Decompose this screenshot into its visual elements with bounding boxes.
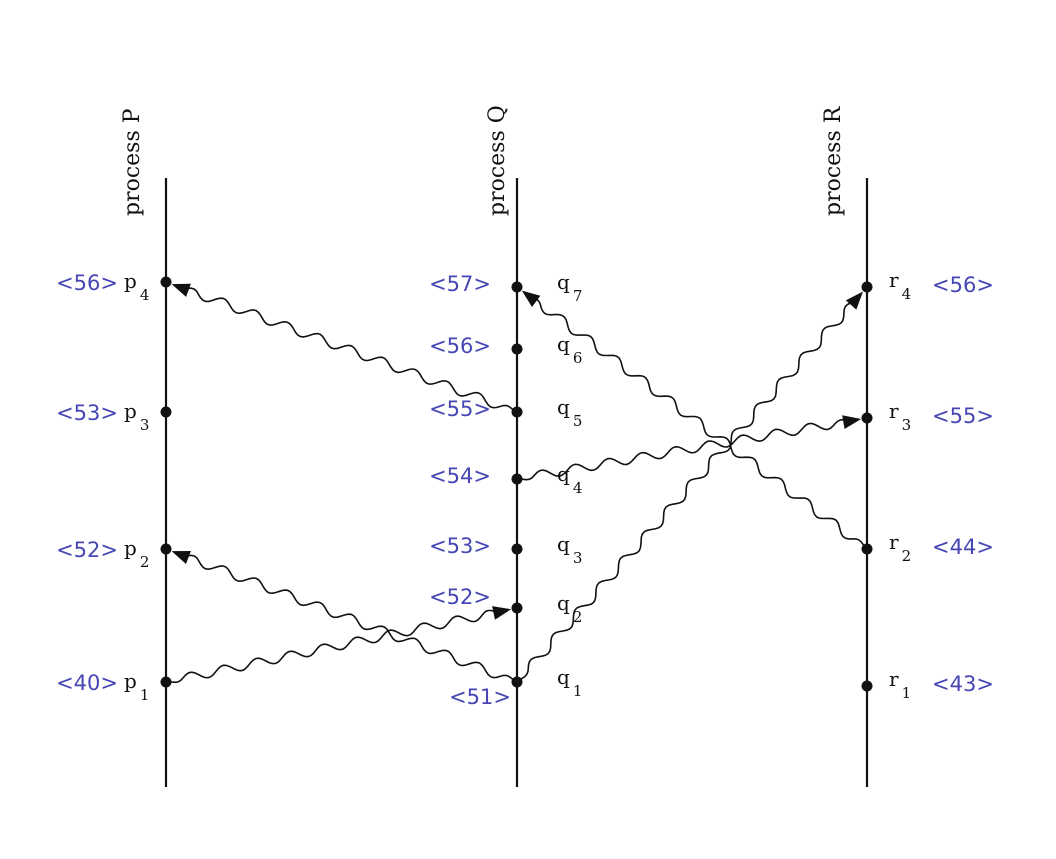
event-dot-p3 [160,406,172,418]
event-label-q3: q3 [557,532,582,567]
arrowhead-q7 [521,290,541,307]
message-r2-to-q7 [527,294,868,550]
timestamp-q7: <57> [429,272,491,296]
timestamp-q4: <54> [429,464,491,488]
timestamp-q3: <53> [429,534,491,558]
timestamp-q1: <51> [449,685,511,709]
message-q1-to-r4 [516,296,859,683]
timestamp-r4: <56> [932,273,994,297]
process-r-label: process R [821,105,846,216]
arrowhead-q2 [492,606,512,620]
event-label-r4: r4 [889,268,911,303]
event-label-q6: q6 [557,332,582,367]
event-dot-r4 [861,281,873,293]
events: p1<40>p2<52>p3<53>p4<56>q1<51>q2<52>q3<5… [56,268,994,709]
message-q1-to-p2 [178,553,518,683]
event-dot-q4 [511,473,523,485]
event-label-q5: q5 [557,395,582,430]
event-label-q7: q7 [557,270,582,305]
arrowhead-p2 [171,550,191,565]
event-dot-q5 [511,406,523,418]
arrowhead-p4 [171,283,191,297]
event-dot-q3 [511,543,523,555]
process-p-label: process P [120,108,145,216]
timestamp-q5: <55> [429,397,491,421]
event-label-r1: r1 [889,667,911,702]
process-q-label: process Q [485,105,510,216]
event-dot-r2 [861,543,873,555]
arrowhead-r4 [845,291,864,310]
event-dot-p1 [160,676,172,688]
event-label-q2: q2 [557,591,582,626]
event-dot-p4 [160,276,172,288]
event-dot-r1 [861,680,873,692]
message-p1-to-q2 [165,609,504,684]
event-label-q4: q4 [557,462,582,497]
event-label-r3: r3 [889,399,911,434]
message-q4-to-r3 [516,419,854,481]
event-dot-q1 [511,676,523,688]
timestamp-r1: <43> [932,672,994,696]
arrowhead-r3 [842,415,862,430]
message-q5-to-p4 [178,286,518,413]
event-dot-q7 [511,281,523,293]
event-label-p3: p3 [124,399,149,434]
timestamp-r3: <55> [932,404,994,428]
event-dot-q6 [511,343,523,355]
timestamp-q6: <56> [429,334,491,358]
timestamp-p1: <40> [56,671,118,695]
timestamp-q2: <52> [429,585,491,609]
timestamp-p2: <52> [56,538,118,562]
messages [165,283,868,684]
timestamp-r2: <44> [932,535,994,559]
timestamp-p3: <53> [56,401,118,425]
event-label-p4: p4 [124,269,149,304]
event-dot-p2 [160,543,172,555]
event-label-r2: r2 [889,530,911,565]
event-label-q1: q1 [557,665,582,700]
event-dot-q2 [511,602,523,614]
event-label-p1: p1 [124,669,149,704]
event-label-p2: p2 [124,536,149,571]
event-dot-r3 [861,412,873,424]
timestamp-p4: <56> [56,271,118,295]
